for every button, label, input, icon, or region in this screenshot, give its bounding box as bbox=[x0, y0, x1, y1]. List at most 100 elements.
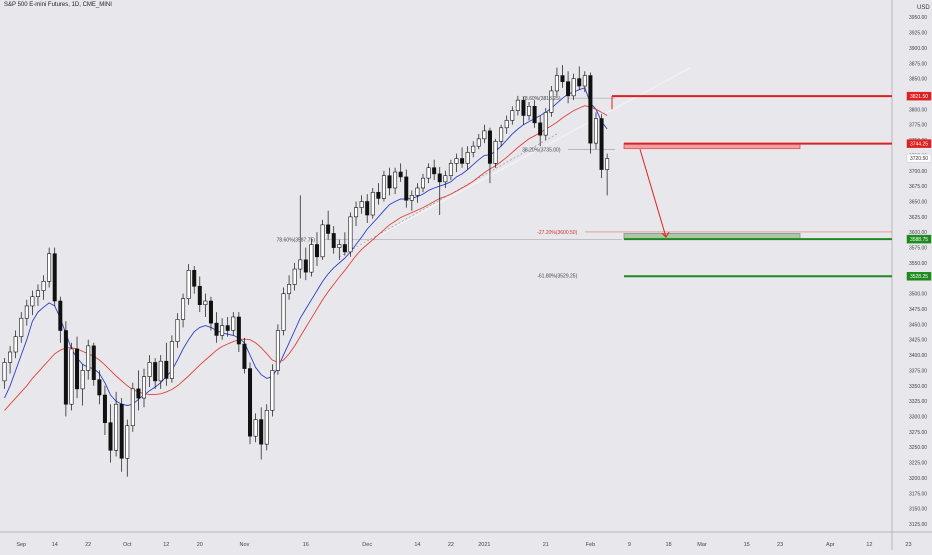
candle bbox=[147, 355, 152, 388]
price-tick-label: 3300.00 bbox=[909, 415, 927, 421]
price-tick-label: 3350.00 bbox=[909, 384, 927, 390]
candle bbox=[91, 342, 96, 386]
price-tick-label: 3500.00 bbox=[909, 292, 927, 298]
candle-body bbox=[208, 300, 213, 324]
candle-body bbox=[303, 259, 308, 273]
candle-body bbox=[2, 362, 7, 382]
candle bbox=[125, 419, 130, 477]
time-tick-label: 9 bbox=[628, 542, 631, 548]
candle bbox=[359, 195, 364, 214]
candle-body bbox=[175, 319, 180, 342]
candle-body bbox=[80, 370, 85, 390]
candle-body bbox=[465, 152, 470, 164]
drawings-layer bbox=[322, 67, 892, 278]
candle-body bbox=[460, 158, 465, 164]
candle-body bbox=[264, 410, 269, 445]
candle bbox=[69, 342, 74, 411]
candle bbox=[605, 153, 610, 196]
candle-body bbox=[275, 330, 280, 371]
candle-body bbox=[588, 75, 593, 144]
candle bbox=[499, 124, 504, 147]
currency-label: USD bbox=[917, 5, 930, 11]
time-tick-label: 22 bbox=[85, 542, 91, 548]
price-axis-label: 3720.50 bbox=[906, 153, 932, 163]
price-tick-label: 3775.00 bbox=[909, 123, 927, 129]
candle bbox=[75, 336, 80, 399]
candle bbox=[186, 264, 191, 305]
price-tick-label: 3200.00 bbox=[909, 476, 927, 482]
candle bbox=[164, 342, 169, 386]
candle-body bbox=[24, 305, 29, 319]
price-label-box bbox=[906, 234, 932, 244]
projection-arrow-head bbox=[661, 231, 670, 238]
moving-average-line-1 bbox=[4, 105, 608, 411]
candle-body bbox=[331, 233, 336, 248]
candle bbox=[527, 101, 532, 121]
candle bbox=[566, 71, 571, 104]
price-tick-label: 3850.00 bbox=[909, 77, 927, 83]
candle bbox=[8, 345, 13, 374]
annotations-layer: 78.60%(3818.25) 38.20%(3735.00) 78.60%(358… bbox=[277, 96, 578, 280]
candle-body bbox=[560, 75, 565, 83]
price-tick-label: 3700.00 bbox=[909, 169, 927, 175]
candle-body bbox=[13, 336, 18, 353]
candle-body bbox=[214, 322, 219, 336]
candle bbox=[309, 238, 314, 277]
price-tick-label: 3875.00 bbox=[909, 61, 927, 67]
price-tick-label: 3150.00 bbox=[909, 507, 927, 513]
candle bbox=[130, 382, 135, 432]
fib-level-label: -61.80%(3529.25) bbox=[537, 274, 577, 280]
candle-body bbox=[35, 290, 40, 298]
candle bbox=[158, 355, 163, 389]
candle-body bbox=[499, 127, 504, 142]
candle bbox=[41, 275, 46, 300]
time-tick-label: Mar bbox=[697, 542, 707, 548]
trendline bbox=[339, 67, 692, 258]
time-axis[interactable]: Sep 14 22 Oct 12 20 Nov 16 Dec 14 22 2021 21 Feb 9 18 Ma… bbox=[16, 542, 911, 548]
candle-body bbox=[147, 362, 152, 377]
candle bbox=[314, 232, 319, 266]
candle-body bbox=[63, 330, 68, 405]
candle-body bbox=[292, 268, 297, 285]
price-label-text: 3720.50 bbox=[910, 156, 928, 162]
candle bbox=[181, 293, 186, 328]
candle bbox=[354, 201, 359, 227]
time-tick-label: Oct bbox=[123, 542, 132, 548]
time-tick-label: 2021 bbox=[478, 542, 490, 548]
time-tick-label: 20 bbox=[197, 542, 203, 548]
candle-body bbox=[253, 419, 258, 437]
candle bbox=[142, 368, 147, 408]
candle bbox=[102, 385, 107, 435]
price-tick-label: 3900.00 bbox=[909, 46, 927, 52]
time-tick-label: Sep bbox=[16, 542, 26, 548]
candle-body bbox=[404, 176, 409, 201]
candle-body bbox=[102, 394, 107, 423]
candle bbox=[320, 219, 325, 260]
price-tick-label: 3250.00 bbox=[909, 445, 927, 451]
candle-body bbox=[521, 99, 526, 116]
candle-body bbox=[242, 343, 247, 369]
fib-level-label: 38.20%(3735.00) bbox=[522, 147, 561, 153]
candle bbox=[2, 358, 7, 389]
candle-body bbox=[493, 140, 498, 164]
time-tick-label: 18 bbox=[665, 542, 671, 548]
candle bbox=[549, 86, 554, 117]
candle-body bbox=[186, 270, 191, 299]
candle-body bbox=[381, 175, 386, 199]
candle-body bbox=[432, 167, 437, 175]
time-tick-label: 23 bbox=[905, 542, 911, 548]
candle bbox=[370, 187, 375, 219]
candle bbox=[409, 190, 414, 211]
candle-body bbox=[236, 316, 241, 345]
candle bbox=[326, 210, 331, 240]
price-label-text: 3744.25 bbox=[910, 141, 928, 147]
candle bbox=[264, 404, 269, 451]
candle-body bbox=[582, 75, 587, 87]
candle-body bbox=[153, 362, 158, 382]
candle-body bbox=[30, 296, 35, 307]
candle-body bbox=[554, 75, 559, 92]
candle bbox=[376, 183, 381, 205]
